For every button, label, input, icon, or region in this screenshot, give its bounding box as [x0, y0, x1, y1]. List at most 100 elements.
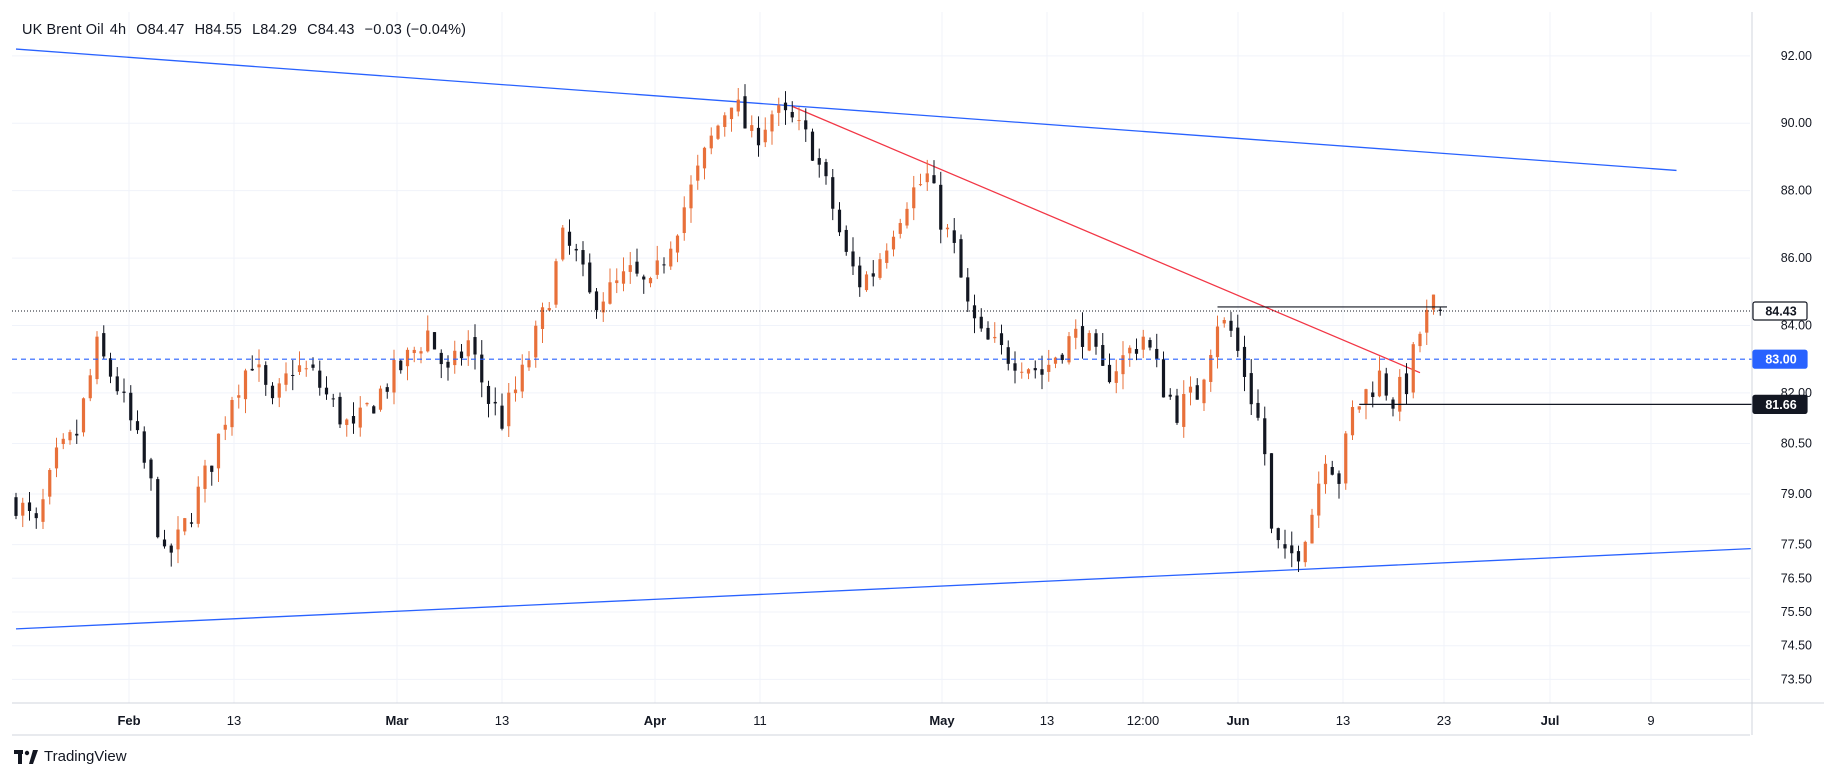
candle-body — [783, 102, 788, 111]
candle — [723, 112, 727, 137]
candle-body — [797, 120, 801, 122]
x-tick-label: Jun — [1226, 713, 1249, 728]
candle-body — [372, 406, 376, 414]
candle-body — [257, 364, 261, 368]
candle-body — [453, 350, 457, 366]
candle — [682, 196, 686, 241]
candle-body — [345, 419, 349, 425]
candle-body — [405, 349, 410, 367]
candle-body — [1067, 336, 1071, 363]
candle-body — [14, 497, 18, 516]
candle-body — [925, 173, 929, 183]
candles — [14, 84, 1442, 573]
candle — [1175, 388, 1179, 425]
candle — [1006, 340, 1010, 371]
candle — [513, 376, 518, 402]
candle — [351, 402, 356, 434]
candle-body — [966, 277, 970, 302]
candle-body — [41, 499, 45, 522]
candle-body — [27, 502, 32, 511]
candle-body — [1384, 373, 1388, 396]
candle-body — [588, 262, 592, 293]
candle — [810, 128, 815, 162]
candle-body — [189, 522, 194, 524]
price-badge-83.00[interactable]: 83.00 — [1752, 349, 1808, 369]
trendline-lower-channel[interactable] — [15, 547, 1751, 630]
candle — [635, 248, 639, 277]
interval[interactable]: 4h — [109, 22, 127, 38]
trendline-descending-resistance[interactable] — [791, 105, 1421, 374]
candle-body — [1371, 392, 1375, 398]
candle-body — [864, 274, 869, 291]
candle-body — [1094, 333, 1098, 347]
candle — [1242, 335, 1247, 392]
trendlines — [15, 48, 1751, 630]
candle-body — [34, 513, 38, 519]
candle-body — [648, 277, 653, 284]
candle-body — [898, 223, 902, 234]
ohlc-close: C84.43 — [307, 22, 355, 38]
x-tick-label: Apr — [644, 713, 666, 728]
candle — [817, 148, 821, 178]
candle — [1040, 355, 1044, 390]
candle-body — [790, 111, 794, 118]
candle — [797, 107, 801, 131]
candle-body — [1317, 483, 1321, 516]
candle-body — [1404, 373, 1409, 395]
candle — [736, 88, 740, 117]
candle — [365, 402, 369, 407]
candle-body — [1148, 340, 1152, 348]
price-badge-label: 81.66 — [1765, 398, 1796, 412]
candle — [338, 392, 342, 428]
candle — [750, 115, 754, 138]
candle — [1269, 453, 1274, 534]
candle-body — [1418, 333, 1422, 347]
candle-body — [459, 351, 464, 359]
price-badge-84.43[interactable]: 84.43 — [1752, 301, 1808, 321]
candle — [1188, 376, 1193, 406]
candle-body — [1236, 327, 1240, 351]
candle-body — [972, 305, 977, 319]
x-tick-label: 23 — [1437, 713, 1451, 728]
candle-body — [493, 401, 497, 404]
candle-body — [473, 337, 477, 355]
candle — [1283, 529, 1287, 559]
ohlc-low: L84.29 — [252, 22, 298, 38]
candle-body — [1330, 467, 1334, 475]
candle — [1263, 406, 1267, 466]
candle — [156, 476, 160, 539]
candle-body — [169, 545, 173, 553]
horizontal-levels — [12, 306, 1752, 405]
candle-body — [905, 208, 909, 226]
candle-body — [817, 158, 821, 165]
symbol-name[interactable]: UK Brent Oil — [22, 22, 104, 38]
candle — [1195, 378, 1199, 400]
candle-body — [223, 424, 227, 430]
price-badge-81.66[interactable]: 81.66 — [1752, 394, 1808, 414]
candle-body — [81, 398, 86, 433]
trendline-upper-channel[interactable] — [15, 48, 1677, 172]
candle — [250, 355, 254, 371]
candle — [102, 325, 106, 359]
candle-body — [135, 421, 140, 431]
candle — [601, 292, 605, 322]
price-badges: 84.43 83.00 81.66 — [1752, 301, 1808, 414]
x-tick-label: Mar — [385, 713, 408, 728]
candle — [1161, 351, 1166, 398]
candle-body — [392, 359, 396, 393]
candle — [999, 324, 1004, 355]
price-badge-box — [1752, 394, 1808, 414]
candle-body — [858, 265, 862, 288]
tradingview-brand[interactable]: TradingView — [14, 748, 127, 765]
candle-body — [547, 308, 551, 311]
candle — [149, 457, 153, 491]
candle — [864, 271, 869, 292]
candle — [257, 349, 261, 382]
candle — [1398, 369, 1402, 422]
candle-body — [439, 352, 443, 365]
candle — [122, 378, 126, 403]
candle — [54, 437, 59, 478]
candle-body — [777, 105, 781, 113]
candle — [1047, 349, 1051, 382]
